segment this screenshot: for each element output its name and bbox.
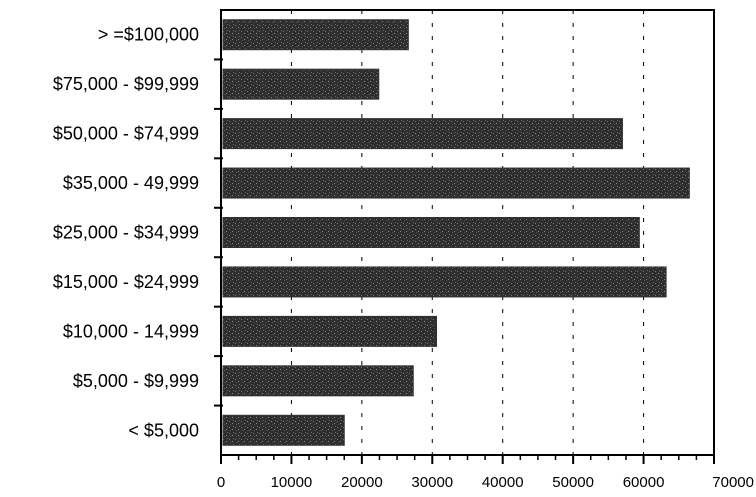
category-label: > =$100,000 <box>98 25 199 45</box>
x-tick-label: 0 <box>217 474 225 491</box>
bars <box>222 19 690 446</box>
category-label: $35,000 - 49,999 <box>63 173 199 193</box>
labels: 0 10000 20000 30000 40000 50000 60000 70000 > =$… <box>53 25 754 491</box>
category-label: < $5,000 <box>128 420 199 440</box>
bar <box>222 414 345 446</box>
bar <box>222 266 667 298</box>
category-label: $15,000 - $24,999 <box>53 272 199 292</box>
category-label: $10,000 - 14,999 <box>63 321 199 341</box>
category-label: $75,000 - $99,999 <box>53 74 199 94</box>
bar <box>222 19 409 51</box>
bar <box>222 167 690 199</box>
bar <box>222 118 623 150</box>
x-tick-label: 40000 <box>482 474 524 491</box>
x-tick-label: 30000 <box>411 474 453 491</box>
x-tick-label: 70000 <box>712 474 754 491</box>
category-label: $25,000 - $34,999 <box>53 223 199 243</box>
category-label: $5,000 - $9,999 <box>73 371 199 391</box>
x-tick-label: 50000 <box>552 474 594 491</box>
bar <box>222 217 640 248</box>
axes <box>214 9 715 464</box>
x-tick-label: 20000 <box>341 474 383 491</box>
x-tick-label: 60000 <box>623 474 665 491</box>
category-label: $50,000 - $74,999 <box>53 124 199 144</box>
x-tick-label: 10000 <box>271 474 313 491</box>
bar <box>222 315 438 347</box>
bar <box>222 365 414 397</box>
bar <box>222 68 380 100</box>
